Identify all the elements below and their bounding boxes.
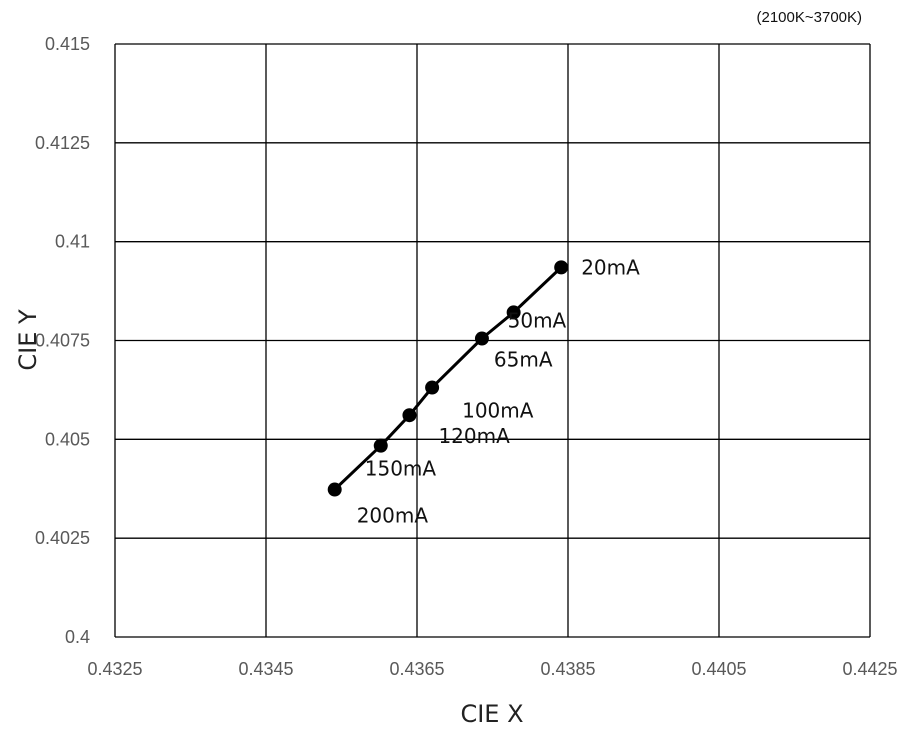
- data-label: 120mA: [438, 424, 510, 448]
- x-tick-label: 0.4425: [842, 659, 897, 679]
- tick-labels: 0.4325 0.4345 0.4365 0.4385 0.4405 0.44250.40…: [35, 34, 898, 679]
- data-label: 20mA: [581, 255, 640, 279]
- data-label: 150mA: [365, 457, 437, 481]
- x-tick-label: 0.4325: [87, 659, 142, 679]
- data-label: 65mA: [494, 348, 553, 372]
- data-point: [506, 305, 521, 320]
- y-tick-label: 0.4075: [35, 331, 90, 351]
- series: [327, 260, 569, 497]
- data-label: 200mA: [357, 504, 429, 528]
- data-point: [402, 408, 417, 423]
- x-tick-label: 0.4405: [691, 659, 746, 679]
- x-tick-label: 0.4365: [389, 659, 444, 679]
- data-label: 50mA: [508, 308, 567, 332]
- y-tick-label: 0.415: [45, 34, 90, 54]
- grid: [114, 43, 871, 638]
- x-tick-label: 0.4345: [238, 659, 293, 679]
- y-tick-label: 0.4: [65, 627, 90, 647]
- y-axis-title: CIE Y: [14, 309, 42, 371]
- data-label: 100mA: [462, 399, 534, 423]
- y-tick-label: 0.4125: [35, 133, 90, 153]
- data-point: [554, 260, 569, 275]
- x-tick-label: 0.4385: [540, 659, 595, 679]
- data-point: [373, 438, 388, 453]
- data-point: [474, 331, 489, 346]
- y-tick-label: 0.405: [45, 429, 90, 449]
- y-tick-label: 0.4025: [35, 528, 90, 548]
- y-tick-label: 0.41: [55, 232, 90, 252]
- temperature-range-note: (2100K~3700K): [757, 9, 863, 26]
- data-point: [327, 482, 342, 497]
- data-point: [425, 380, 440, 395]
- x-axis-title: CIE X: [460, 700, 523, 728]
